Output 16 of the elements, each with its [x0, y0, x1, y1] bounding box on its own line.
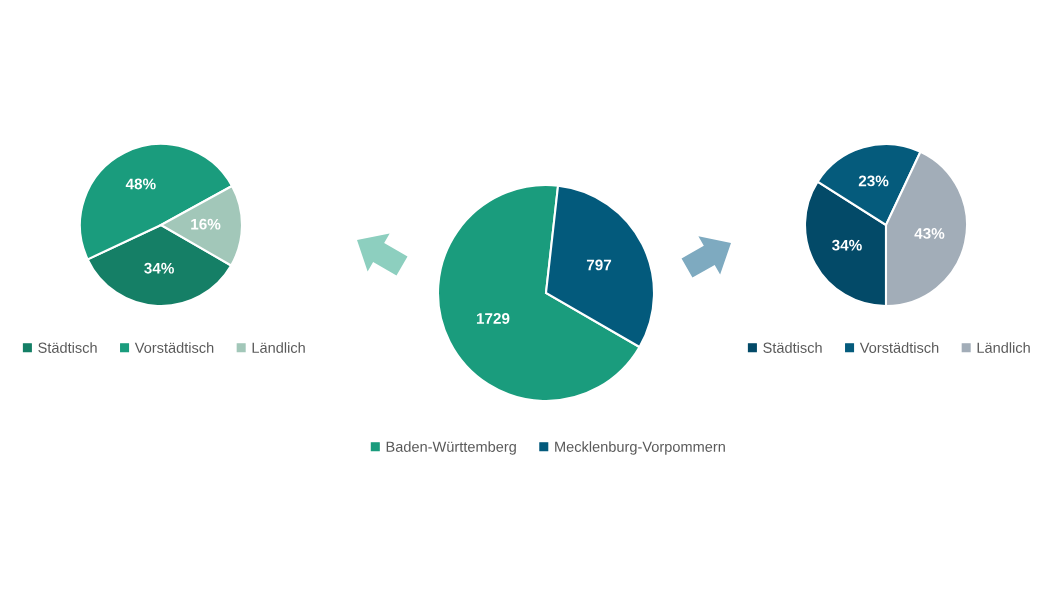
legend-label: Vorstädtisch — [134, 342, 214, 353]
data-label: 34% — [144, 262, 174, 274]
data-label: 23% — [858, 175, 889, 187]
legend-label: Baden-Württemberg — [386, 441, 516, 455]
data-label: 43% — [914, 228, 945, 239]
legend-label: Ländlich — [252, 342, 305, 353]
data-label: 48% — [125, 178, 156, 190]
legend-label: Vorstädtisch — [859, 342, 939, 353]
data-label: 797 — [586, 259, 612, 271]
legend-label: Ländlich — [977, 342, 1030, 353]
data-label: 16% — [191, 218, 221, 230]
data-label: 34% — [832, 239, 862, 251]
legend-label: Städtisch — [38, 342, 97, 353]
data-label: 1729 — [476, 313, 510, 324]
legend-label: Städtisch — [763, 342, 822, 353]
legend-label: Mecklenburg-Vorpommern — [555, 441, 725, 455]
